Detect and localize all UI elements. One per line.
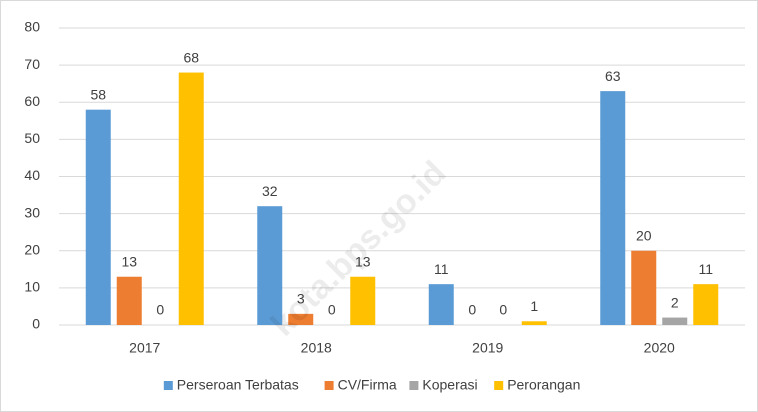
data-label: 11	[434, 261, 449, 277]
data-label: 32	[262, 183, 278, 199]
y-tick-label: 80	[24, 19, 40, 35]
x-tick-label: 2018	[301, 340, 332, 356]
data-label: 13	[355, 253, 371, 269]
data-label: 20	[636, 227, 652, 243]
data-label: 3	[297, 291, 305, 307]
y-tick-label: 30	[24, 204, 40, 220]
y-tick-label: 40	[24, 167, 40, 183]
bar	[257, 206, 283, 325]
legend: Perseroan Terbatas CV/Firma Koperasi Perora…	[163, 377, 580, 393]
legend-label: Perseroan Terbatas	[177, 377, 299, 393]
y-tick-label: 60	[24, 93, 40, 109]
legend-swatch	[494, 381, 504, 390]
bar	[116, 276, 142, 325]
bar	[521, 321, 547, 325]
x-tick-label: 2020	[644, 340, 675, 356]
data-label: 63	[605, 68, 621, 84]
y-tick-label: 0	[32, 316, 40, 332]
legend-label: CV/Firma	[338, 377, 397, 393]
legend-swatch	[324, 381, 334, 390]
data-label: 68	[183, 49, 199, 65]
bar	[600, 91, 626, 325]
bar	[428, 284, 454, 325]
data-label: 0	[328, 302, 336, 318]
data-label: 0	[156, 302, 164, 318]
plot-area: 0102030405060708020175813068201832301320…	[24, 19, 745, 356]
data-label: 0	[499, 302, 507, 318]
legend-swatch	[163, 381, 173, 390]
data-label: 2	[671, 294, 679, 310]
y-tick-label: 20	[24, 241, 40, 257]
y-tick-label: 70	[24, 56, 40, 72]
bar	[178, 72, 204, 325]
data-label: 13	[121, 253, 137, 269]
data-label: 0	[468, 302, 476, 318]
y-tick-label: 50	[24, 130, 40, 146]
bar	[693, 284, 719, 325]
x-tick-label: 2019	[472, 340, 503, 356]
bar	[662, 317, 688, 325]
legend-label: Koperasi	[422, 377, 477, 393]
y-tick-label: 10	[24, 279, 40, 295]
bar	[350, 276, 376, 325]
data-label: 11	[698, 261, 713, 277]
bar	[85, 109, 111, 325]
x-tick-label: 2017	[129, 340, 160, 356]
legend-label: Perorangan	[507, 377, 580, 393]
data-label: 58	[90, 86, 106, 102]
bar	[288, 313, 314, 325]
bar	[631, 250, 657, 325]
legend-swatch	[409, 381, 419, 390]
data-label: 1	[530, 298, 538, 314]
